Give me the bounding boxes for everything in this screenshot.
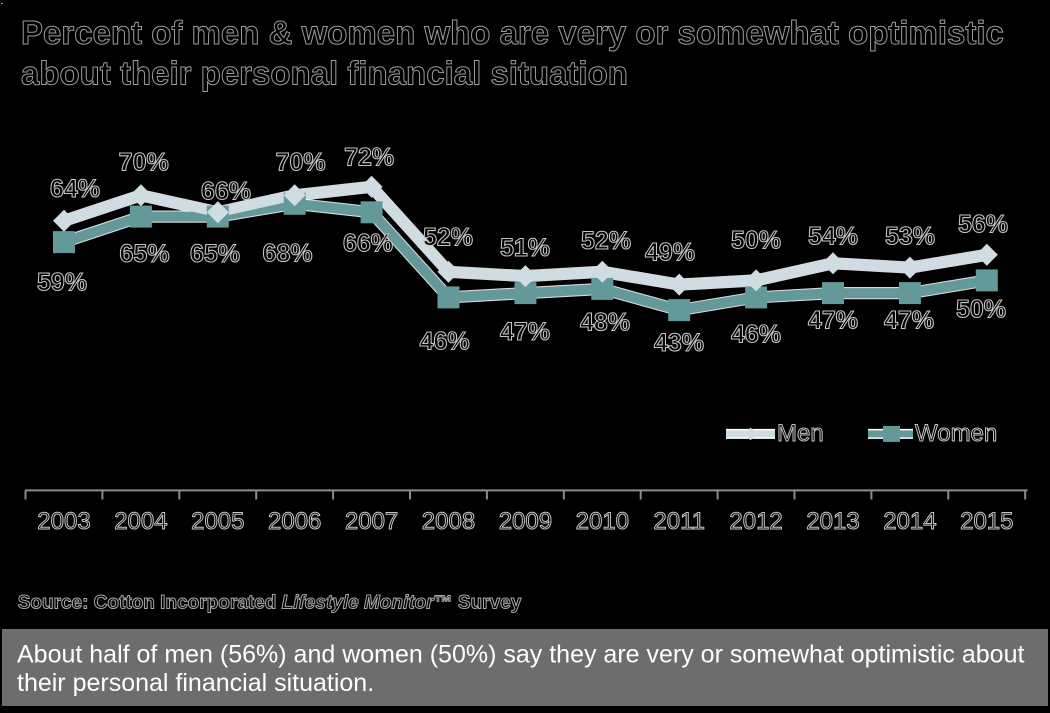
svg-text:47%: 47% (808, 306, 858, 334)
svg-text:their personal financial situa: their personal financial situation. (17, 669, 374, 697)
svg-text:52%: 52% (581, 227, 631, 255)
svg-text:46%: 46% (731, 321, 781, 349)
svg-text:47%: 47% (884, 306, 934, 334)
svg-text:Men: Men (777, 420, 824, 447)
svg-text:64%: 64% (50, 175, 100, 203)
svg-text:56%: 56% (958, 211, 1008, 239)
svg-text:43%: 43% (654, 329, 704, 357)
svg-text:49%: 49% (645, 239, 695, 267)
svg-text:50%: 50% (956, 295, 1006, 323)
svg-text:46%: 46% (420, 327, 470, 355)
svg-text:2005: 2005 (191, 508, 244, 535)
svg-text:51%: 51% (500, 234, 550, 262)
svg-text:2015: 2015 (960, 508, 1013, 535)
svg-text:70%: 70% (119, 148, 169, 176)
svg-text:2003: 2003 (37, 508, 90, 535)
svg-text:72%: 72% (344, 143, 394, 171)
svg-text:65%: 65% (190, 240, 240, 268)
svg-text:About half of men (56%) and wo: About half of men (56%) and women (50%) … (17, 640, 1024, 668)
svg-text:65%: 65% (119, 240, 169, 268)
svg-text:68%: 68% (262, 240, 312, 268)
svg-text:Source: Cotton Incorporated Li: Source: Cotton Incorporated Lifestyle Mo… (18, 593, 522, 614)
svg-text:about their personal financial: about their personal financial situation (21, 55, 628, 92)
svg-text:66%: 66% (201, 178, 251, 206)
svg-text:Women: Women (915, 420, 997, 447)
svg-text:52%: 52% (423, 224, 473, 252)
svg-text:2008: 2008 (422, 508, 475, 535)
svg-text:54%: 54% (808, 223, 858, 251)
svg-text:Percent of men & women who are: Percent of men & women who are very or s… (21, 14, 1004, 51)
svg-text:50%: 50% (731, 227, 781, 255)
svg-text:47%: 47% (500, 318, 550, 346)
svg-text:2004: 2004 (114, 508, 167, 535)
svg-text:2009: 2009 (499, 508, 552, 535)
svg-text:2011: 2011 (653, 508, 705, 535)
svg-text:59%: 59% (37, 269, 87, 297)
svg-text:2012: 2012 (729, 508, 782, 535)
svg-text:2014: 2014 (883, 508, 936, 535)
svg-text:2006: 2006 (268, 508, 321, 535)
svg-text:53%: 53% (885, 223, 935, 251)
svg-text:2007: 2007 (345, 508, 398, 535)
svg-text:70%: 70% (276, 148, 326, 176)
svg-text:66%: 66% (343, 230, 393, 258)
svg-text:48%: 48% (580, 308, 630, 336)
svg-text:2010: 2010 (576, 508, 629, 535)
svg-text:2013: 2013 (806, 508, 859, 535)
